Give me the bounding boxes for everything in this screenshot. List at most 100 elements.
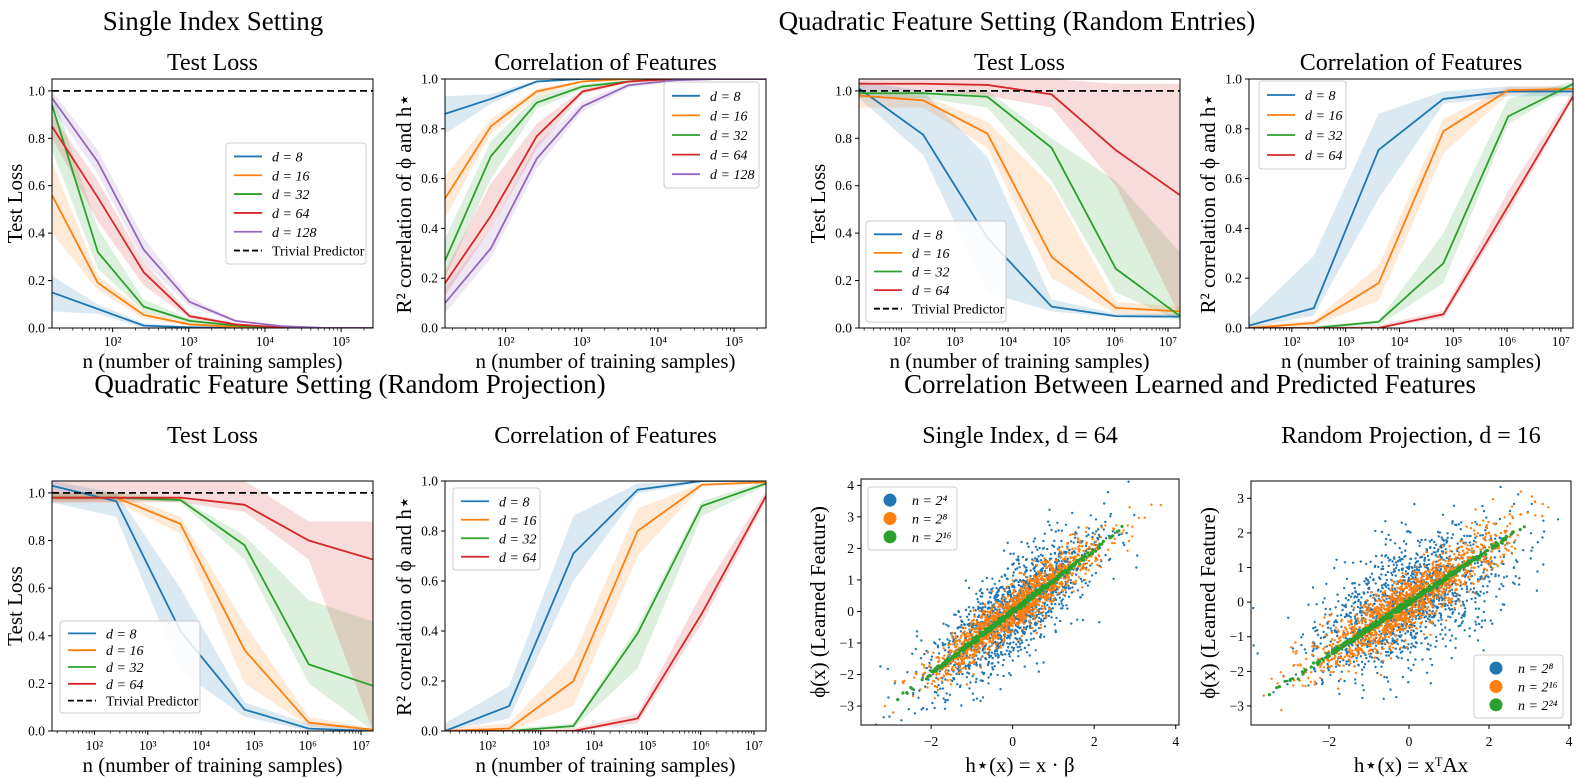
scatter-point xyxy=(1502,555,1506,559)
scatter-point xyxy=(1057,529,1060,532)
scatter-point xyxy=(1359,560,1363,563)
scatter-point xyxy=(1367,660,1370,663)
scatter-point xyxy=(977,615,980,619)
scatter-point xyxy=(1039,633,1043,636)
scatter-point xyxy=(1056,521,1059,524)
scatter-point xyxy=(928,674,932,678)
scatter-point xyxy=(981,602,984,605)
scatter-point xyxy=(1014,568,1017,571)
scatter-point xyxy=(1023,646,1027,650)
scatter-point xyxy=(1018,639,1021,642)
scatter-point xyxy=(1536,541,1540,544)
scatter-point xyxy=(1444,548,1447,551)
legend-label: d = 16 xyxy=(1305,109,1342,124)
scatter-point xyxy=(1418,544,1421,547)
scatter-point xyxy=(971,636,976,640)
scatter-point xyxy=(963,630,966,633)
legend-frame xyxy=(59,620,201,714)
scatter-point xyxy=(1084,578,1087,582)
scatter-point xyxy=(1474,620,1477,623)
scatter-point xyxy=(1094,540,1098,543)
legend-item: d = 32 xyxy=(1267,129,1342,144)
scatter-point xyxy=(1454,646,1457,650)
scatter-point xyxy=(1477,565,1480,568)
series-line xyxy=(1249,95,1573,328)
scatter-point xyxy=(1041,578,1045,581)
scatter-point xyxy=(1495,595,1498,598)
scatter-point xyxy=(962,661,966,665)
scatter-point xyxy=(1252,606,1255,610)
scatter-point xyxy=(1070,574,1074,577)
scatter-point xyxy=(1042,610,1045,614)
scatter-point xyxy=(1055,616,1058,620)
scatter-point xyxy=(1033,566,1036,569)
scatter-point xyxy=(1038,546,1041,550)
y-tick-label: −2 xyxy=(840,667,854,682)
scatter-point xyxy=(1007,595,1010,598)
x-tick-label: 10⁵ xyxy=(245,738,264,753)
confidence-band xyxy=(445,491,766,731)
scatter-point xyxy=(981,645,984,648)
scatter-point xyxy=(1485,516,1488,519)
scatter-point xyxy=(1463,610,1467,613)
scatter-point xyxy=(1034,545,1038,549)
scatter-point xyxy=(1008,606,1011,610)
scatter-point xyxy=(1038,589,1042,593)
legend-item: d = 32 xyxy=(461,532,536,547)
scatter-point xyxy=(1098,621,1101,624)
scatter-point xyxy=(1421,658,1424,661)
scatter-point xyxy=(1010,582,1014,585)
scatter-point xyxy=(1434,551,1437,554)
scatter-point xyxy=(900,719,903,722)
scatter-point xyxy=(1101,539,1105,544)
scatter-point xyxy=(1400,639,1404,642)
plot-area xyxy=(1249,81,1573,328)
scatter-point xyxy=(1417,566,1421,569)
scatter-point xyxy=(1078,562,1082,566)
scatter-point xyxy=(1349,595,1353,598)
scatter-point xyxy=(1347,598,1350,602)
scatter-point xyxy=(1029,577,1032,580)
scatter-point xyxy=(1018,642,1022,645)
scatter-point xyxy=(1414,658,1417,661)
scatter-point xyxy=(1008,655,1011,658)
legend-item: d = 128 xyxy=(234,226,316,241)
scatter-point xyxy=(1011,563,1015,566)
scatter-point xyxy=(1028,622,1032,626)
scatter-point xyxy=(1033,587,1037,590)
scatter-point xyxy=(1440,618,1443,621)
scatter-point xyxy=(996,594,1000,597)
legend-frame xyxy=(663,81,760,189)
legend-item: d = 16 xyxy=(672,109,747,124)
scatter-point xyxy=(1398,635,1402,639)
scatter-point xyxy=(1021,641,1024,644)
scatter-point xyxy=(952,676,955,680)
scatter-point xyxy=(1073,582,1076,585)
scatter-point xyxy=(1005,585,1009,588)
scatter-point xyxy=(1011,621,1014,624)
scatter-point xyxy=(1017,616,1021,619)
scatter-point xyxy=(1026,589,1030,592)
scatter-point xyxy=(1425,636,1429,639)
scatter-point xyxy=(1071,547,1074,551)
scatter-point xyxy=(1032,559,1035,562)
scatter-point xyxy=(1398,556,1401,559)
scatter-point xyxy=(1029,604,1033,607)
scatter-point xyxy=(1050,568,1053,571)
scatter-point xyxy=(944,701,947,704)
scatter-point xyxy=(1481,504,1484,508)
legend-label: d = 16 xyxy=(499,514,536,529)
scatter-point xyxy=(1052,597,1055,601)
scatter-point xyxy=(949,683,953,686)
scatter-point xyxy=(1005,619,1009,622)
scatter-point xyxy=(980,607,983,610)
scatter-point xyxy=(1015,558,1018,561)
scatter-point xyxy=(1468,541,1472,544)
scatter-point xyxy=(1360,614,1363,617)
scatter-point xyxy=(991,577,994,580)
scatter-point xyxy=(1006,567,1010,570)
scatter-point xyxy=(978,609,981,613)
